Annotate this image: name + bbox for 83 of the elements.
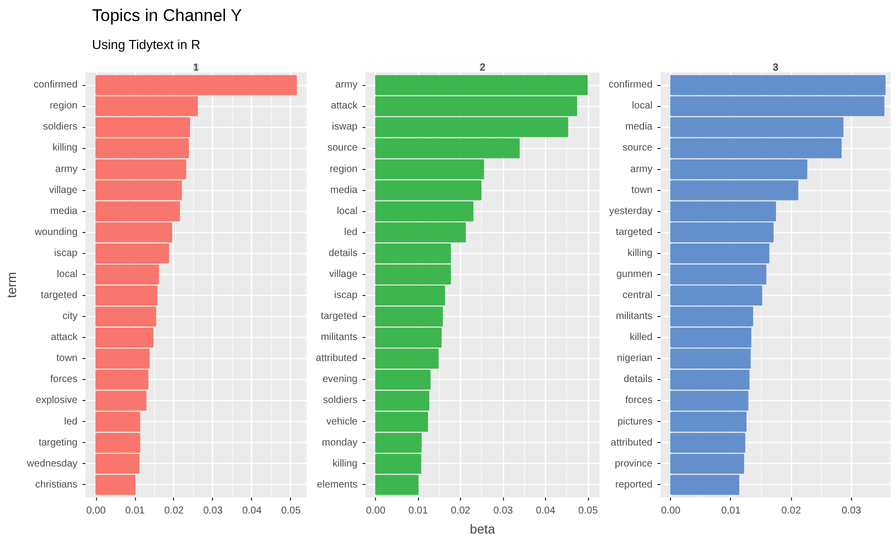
- y-tick-label: forces: [50, 374, 78, 386]
- y-tick-label: targeted: [616, 226, 653, 238]
- x-tick-label: 0.01: [721, 505, 742, 516]
- x-tick-label: 0.04: [536, 505, 556, 516]
- y-tick-label: confirmed: [34, 80, 78, 91]
- y-tick-label: attack: [330, 100, 358, 112]
- y-tick-label: attributed: [316, 353, 358, 364]
- y-tick-label: media: [330, 184, 358, 196]
- y-tick-label: iscap: [54, 248, 78, 259]
- y-tick-label: details: [328, 248, 358, 259]
- x-tick-label: 0.05: [281, 505, 302, 516]
- y-tick-label: region: [330, 164, 358, 175]
- y-tick-label: local: [56, 268, 78, 280]
- y-tick-label: army: [55, 164, 78, 175]
- y-tick-label: province: [614, 458, 653, 470]
- y-tick-label: town: [56, 353, 78, 364]
- x-tick-label: 0.01: [125, 505, 146, 516]
- y-tick-label: christians: [35, 479, 78, 490]
- x-tick-label: 0.03: [203, 505, 224, 516]
- y-tick-label: targeting: [38, 437, 78, 448]
- y-tick-label: attributed: [610, 437, 653, 448]
- y-tick-label: monday: [322, 437, 358, 448]
- x-tick-label: 0.00: [86, 505, 106, 516]
- y-tick-label: media: [625, 122, 653, 133]
- y-tick-label: explosive: [36, 395, 78, 406]
- y-tick-label: iswap: [332, 122, 358, 133]
- y-tick-label: source: [622, 142, 653, 154]
- x-tick-label: 0.03: [842, 505, 862, 516]
- x-tick-label: 0.02: [781, 505, 802, 516]
- y-tick-label: pictures: [617, 416, 652, 428]
- y-tick-label: soldiers: [323, 395, 358, 406]
- y-tick-label: killed: [630, 332, 653, 344]
- chart-title: 1: [193, 62, 200, 74]
- x-tick-label: 0.02: [164, 505, 184, 516]
- y-tick-label: media: [50, 206, 78, 217]
- x-axis-title: beta: [470, 521, 496, 536]
- x-tick-label: 0.01: [408, 505, 428, 516]
- y-tick-label: elements: [316, 479, 358, 490]
- y-tick-label: evening: [322, 374, 358, 386]
- x-tick-label: 0.04: [242, 505, 262, 516]
- y-tick-label: local: [632, 100, 653, 112]
- y-tick-label: soldiers: [43, 122, 78, 133]
- y-tick-label: iscap: [334, 290, 358, 302]
- y-tick-label: reported: [615, 479, 653, 490]
- y-tick-label: region: [50, 100, 78, 112]
- y-tick-label: led: [344, 226, 358, 238]
- chart-title: 3: [772, 62, 779, 74]
- y-tick-label: forces: [625, 395, 653, 406]
- y-tick-label: militants: [616, 311, 653, 322]
- y-tick-label: attack: [50, 332, 78, 344]
- y-tick-label: local: [336, 206, 358, 217]
- y-tick-label: yesterday: [609, 206, 653, 217]
- y-tick-label: wednesday: [26, 458, 78, 470]
- x-tick-label: 0.02: [450, 505, 471, 516]
- text: Topics in Channel Y: [92, 5, 242, 27]
- y-tick-label: town: [631, 184, 652, 196]
- y-tick-label: central: [622, 290, 652, 302]
- y-tick-label: killing: [332, 458, 358, 470]
- y-tick-label: gunmen: [616, 268, 653, 280]
- y-tick-label: details: [624, 374, 652, 386]
- x-tick-label: 0.03: [493, 505, 514, 516]
- y-axis-title: term: [4, 272, 19, 298]
- y-tick-label: village: [49, 184, 78, 196]
- x-tick-label: 0.00: [366, 505, 386, 516]
- y-tick-label: vehicle: [326, 416, 358, 428]
- text: Using Tidytext in R: [92, 37, 200, 54]
- y-tick-label: nigerian: [616, 353, 653, 364]
- y-tick-label: wounding: [34, 226, 78, 238]
- x-tick-label: 0.00: [661, 505, 681, 516]
- y-tick-label: targeted: [40, 290, 78, 302]
- y-tick-label: source: [327, 142, 358, 154]
- y-tick-label: village: [329, 268, 358, 280]
- y-tick-label: confirmed: [608, 80, 652, 91]
- y-tick-label: militants: [320, 332, 358, 344]
- y-tick-label: army: [630, 164, 653, 175]
- y-tick-label: army: [335, 80, 358, 91]
- y-tick-label: killing: [627, 248, 653, 259]
- y-tick-label: city: [62, 311, 78, 322]
- x-tick-label: 0.05: [578, 505, 598, 516]
- y-tick-label: targeted: [320, 311, 358, 322]
- y-tick-label: led: [64, 416, 78, 428]
- chart-title: 2: [480, 62, 486, 74]
- y-tick-label: killing: [52, 142, 78, 154]
